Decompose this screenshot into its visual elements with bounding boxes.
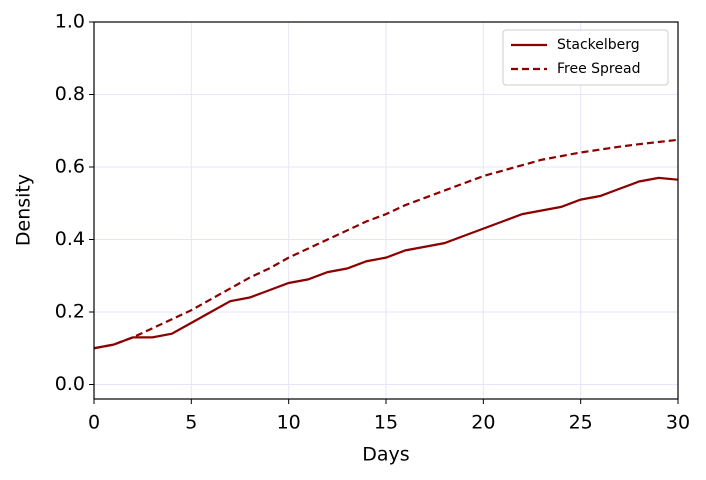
legend-label: Free Spread (557, 61, 640, 77)
y-tick-label: 0.0 (55, 373, 85, 395)
y-axis-label: Density (13, 174, 35, 246)
series-line (93, 176, 679, 350)
plot-frame (93, 21, 679, 400)
x-tick-label: 0 (88, 412, 100, 434)
x-tick-label: 25 (569, 412, 593, 434)
y-tick-label: 0.8 (55, 83, 85, 105)
x-axis-label: Days (362, 444, 409, 466)
series-line (93, 138, 679, 350)
x-tick-label: 30 (666, 412, 690, 434)
x-tick-label: 5 (185, 412, 197, 434)
y-tick-label: 0.4 (55, 228, 85, 250)
x-tick-label: 15 (374, 412, 398, 434)
y-tick-label: 0.2 (55, 301, 85, 323)
legend-box (502, 29, 669, 86)
legend-label: Stackelberg (557, 37, 640, 53)
x-tick-label: 10 (277, 412, 301, 434)
y-tick-label: 0.6 (55, 156, 85, 178)
y-tick-label: 1.0 (55, 11, 85, 33)
x-tick-label: 20 (471, 412, 495, 434)
